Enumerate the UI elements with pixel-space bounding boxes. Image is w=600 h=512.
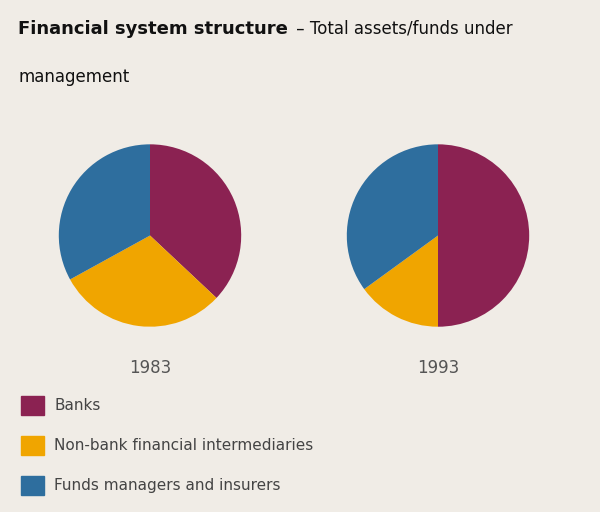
Text: 1983: 1983 [129, 358, 171, 377]
Wedge shape [347, 144, 438, 289]
Wedge shape [364, 236, 438, 327]
Wedge shape [438, 144, 529, 327]
Text: Non-bank financial intermediaries: Non-bank financial intermediaries [54, 438, 313, 453]
Text: Banks: Banks [54, 398, 100, 413]
Text: – Total assets/funds under: – Total assets/funds under [291, 19, 512, 38]
Text: Funds managers and insurers: Funds managers and insurers [54, 478, 281, 493]
Text: management: management [18, 68, 129, 86]
Text: Financial system structure: Financial system structure [18, 19, 288, 38]
Bar [21, 396, 44, 415]
Bar [21, 436, 44, 455]
Bar [21, 476, 44, 495]
Text: 1993: 1993 [417, 358, 459, 377]
Wedge shape [59, 144, 150, 280]
Wedge shape [150, 144, 241, 298]
Wedge shape [70, 236, 217, 327]
